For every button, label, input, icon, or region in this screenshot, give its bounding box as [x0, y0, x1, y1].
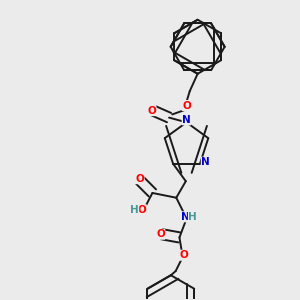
Text: N: N [182, 212, 190, 222]
Text: N: N [201, 157, 210, 167]
Text: O: O [182, 100, 191, 110]
Text: H: H [130, 205, 139, 215]
Text: O: O [179, 250, 188, 260]
Text: O: O [156, 229, 165, 239]
Text: N: N [182, 115, 191, 125]
Text: O: O [135, 174, 144, 184]
Text: O: O [147, 106, 156, 116]
Text: H: H [188, 212, 197, 222]
Text: O: O [138, 205, 146, 215]
